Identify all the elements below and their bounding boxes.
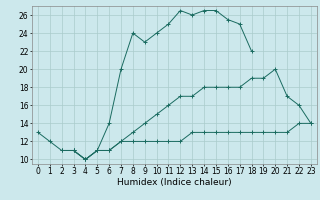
X-axis label: Humidex (Indice chaleur): Humidex (Indice chaleur) [117, 178, 232, 187]
